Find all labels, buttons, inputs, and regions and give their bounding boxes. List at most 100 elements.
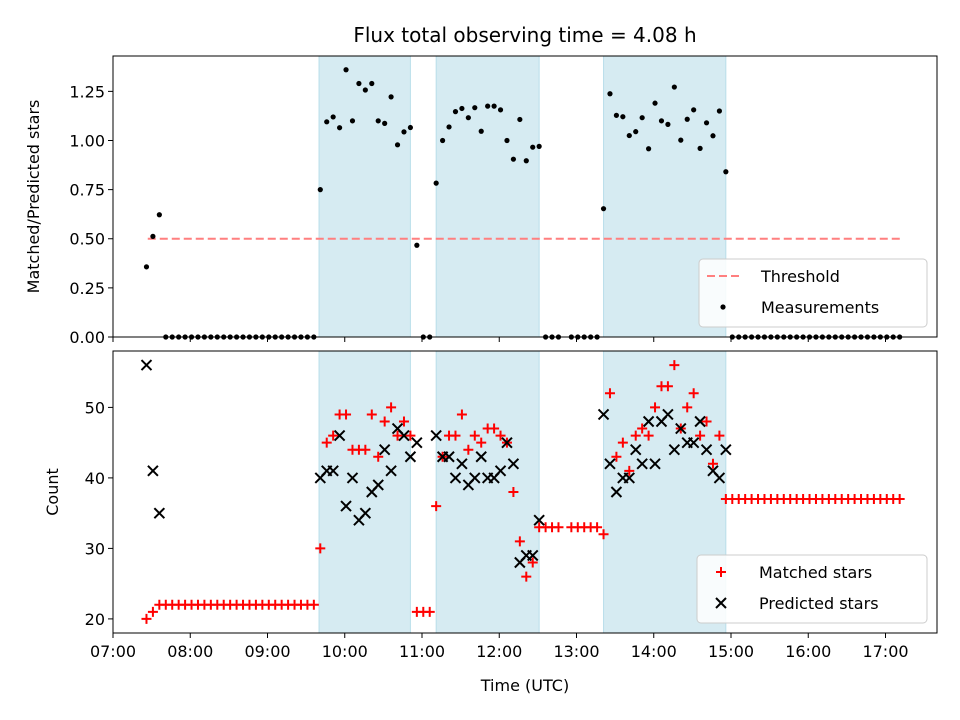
measurement-point — [452, 109, 459, 115]
matched-star-point — [450, 430, 461, 441]
predicted-star-point — [687, 436, 700, 449]
measurement-point — [658, 118, 665, 124]
predicted-star-point — [443, 451, 455, 463]
legend: Matched stars Predicted stars — [696, 554, 928, 624]
y-axis-label: Count — [43, 468, 62, 516]
measurement-point — [330, 114, 336, 120]
measurement-point — [150, 233, 156, 239]
x-tick-label: 09:00 — [244, 642, 290, 661]
predicted-star-point — [140, 359, 153, 371]
measurement-point — [375, 118, 381, 124]
predicted-star-point — [694, 415, 706, 428]
observing-window-band — [435, 350, 540, 634]
measurement-point — [472, 105, 478, 111]
measurement-point — [710, 133, 716, 139]
predicted-star-point — [147, 465, 159, 477]
observing-window-band — [318, 55, 411, 338]
measurement-point — [607, 91, 613, 97]
measurement-point — [369, 80, 375, 87]
matched-star-point — [141, 613, 152, 624]
measurement-point — [626, 132, 632, 139]
observing-window-band — [318, 350, 411, 634]
y-tick-label: 20 — [85, 610, 105, 629]
measurement-point — [317, 187, 323, 193]
measurement-point — [523, 158, 529, 164]
x-tick-label: 07:00 — [90, 642, 136, 661]
measurement-point — [652, 100, 658, 106]
x-axis-label: Time (UTC) — [480, 676, 569, 695]
predicted-star-point — [475, 451, 487, 463]
matched-star-point — [366, 409, 377, 420]
matched-star-point — [328, 430, 339, 441]
predicted-star-point — [359, 507, 372, 519]
data-marks — [140, 359, 905, 624]
predicted-star-point — [597, 408, 610, 421]
predicted-star-point — [456, 458, 468, 470]
matched-star-point — [894, 494, 905, 505]
measurement-point — [401, 129, 407, 135]
predicted-star-point — [713, 472, 726, 484]
predicted-star-point — [527, 549, 539, 562]
x-tick-label: 12:00 — [476, 642, 522, 661]
measurement-point — [388, 94, 394, 100]
ratio-panel: 0.00 0.25 0.50 0.75 1.00 1.25 Flux total obse… — [24, 23, 938, 347]
legend-matched-swatch — [716, 567, 726, 577]
measurement-point — [600, 206, 607, 212]
measurement-point — [504, 137, 510, 144]
measurement-point — [646, 146, 652, 152]
axis-ticks: 07:00 08:00 09:00 10:00 11:00 12:00 13:00 14:00… — [85, 398, 909, 661]
predicted-star-point — [623, 472, 635, 484]
predicted-star-point — [720, 443, 732, 456]
measurement-point — [703, 120, 710, 126]
y-tick-label: 1.25 — [69, 82, 105, 101]
measurement-point — [639, 115, 645, 121]
y-tick-label: 40 — [85, 469, 105, 488]
matched-star-point — [392, 430, 403, 441]
predicted-star-point — [700, 443, 713, 456]
legend-box — [696, 554, 928, 624]
measurement-point — [433, 180, 439, 186]
matched-star-point — [662, 381, 673, 392]
matched-star-point — [611, 451, 622, 462]
matched-star-point — [315, 543, 326, 554]
matched-star-point — [592, 522, 603, 533]
matched-star-point — [643, 430, 654, 441]
predicted-star-point — [642, 415, 655, 428]
matched-star-point — [669, 360, 680, 371]
matched-star-point — [489, 423, 500, 434]
measurement-point — [716, 108, 723, 114]
measurement-point — [465, 115, 471, 121]
matched-star-point — [386, 402, 397, 413]
plot-frame — [112, 350, 938, 634]
measurement-point — [362, 87, 368, 93]
predicted-star-point — [649, 458, 661, 470]
matched-star-point — [701, 416, 712, 427]
x-tick-label: 16:00 — [785, 642, 831, 661]
measurement-point — [337, 125, 343, 131]
matched-star-point — [624, 465, 635, 476]
y-tick-label: 0.25 — [69, 279, 105, 298]
matched-star-point — [431, 501, 442, 512]
matched-star-point — [469, 430, 480, 441]
predicted-star-point — [507, 458, 520, 470]
measurement-point — [382, 120, 388, 127]
measurement-point — [156, 212, 162, 218]
observing-window-bands — [318, 350, 727, 634]
predicted-star-point — [675, 422, 687, 435]
predicted-star-point — [533, 514, 545, 526]
measurement-point — [356, 80, 362, 87]
plot-frame — [112, 55, 938, 338]
y-tick-label: 50 — [85, 398, 105, 417]
predicted-star-point — [372, 479, 384, 491]
legend-label: Threshold — [760, 267, 840, 286]
predicted-star-point — [430, 429, 442, 442]
measurement-point — [671, 84, 677, 90]
matched-star-point — [424, 606, 435, 617]
observing-window-bands — [318, 55, 727, 338]
measurement-point — [633, 129, 639, 135]
matched-star-point — [598, 529, 609, 540]
predicted-star-point — [378, 443, 391, 456]
y-tick-label: 0.75 — [69, 181, 105, 200]
predicted-star-point — [333, 429, 346, 442]
